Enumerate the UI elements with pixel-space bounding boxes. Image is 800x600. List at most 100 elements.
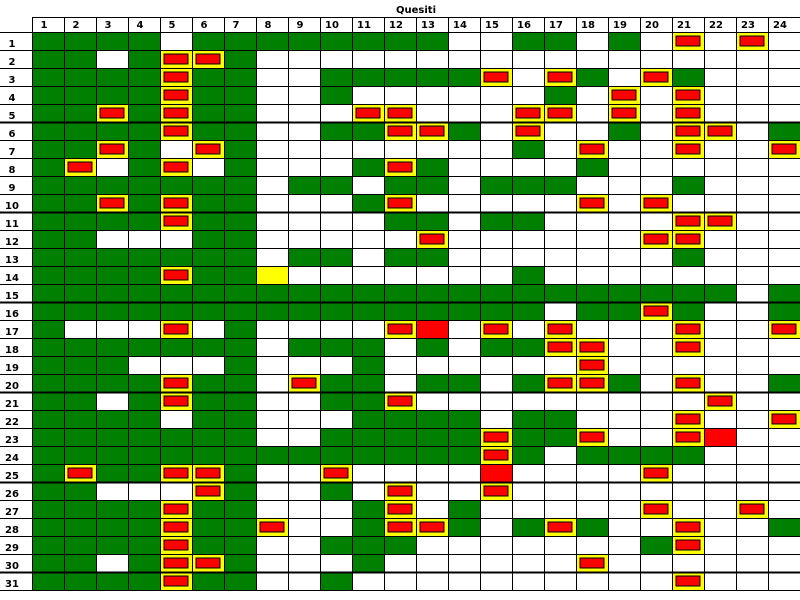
cell xyxy=(480,284,512,302)
cell xyxy=(736,446,768,464)
cell xyxy=(192,572,224,590)
cell xyxy=(512,482,544,500)
cell xyxy=(672,482,704,500)
cell xyxy=(768,266,800,284)
cell xyxy=(320,86,352,104)
cell xyxy=(640,392,672,410)
cell xyxy=(768,230,800,248)
cell xyxy=(544,554,576,572)
cell xyxy=(384,554,416,572)
cell xyxy=(224,464,256,482)
cell xyxy=(608,572,640,590)
cell xyxy=(704,176,736,194)
cell xyxy=(288,50,320,68)
cell-highlight-inner xyxy=(675,323,701,335)
cell xyxy=(608,392,640,410)
cell xyxy=(320,158,352,176)
cell xyxy=(288,122,320,140)
cell xyxy=(768,302,800,320)
cell xyxy=(352,158,384,176)
cell xyxy=(736,158,768,176)
cell xyxy=(256,158,288,176)
cell xyxy=(384,266,416,284)
cell-highlight-inner xyxy=(579,197,605,209)
cell xyxy=(384,68,416,86)
cell xyxy=(320,140,352,158)
cell xyxy=(576,230,608,248)
cell xyxy=(352,320,384,338)
cell xyxy=(352,374,384,392)
cell-highlight-inner xyxy=(163,71,189,83)
cell xyxy=(128,176,160,194)
cell xyxy=(320,194,352,212)
cell xyxy=(672,266,704,284)
cell xyxy=(736,266,768,284)
cell xyxy=(224,284,256,302)
row-label: 7 xyxy=(9,147,16,158)
column-label: 2 xyxy=(73,20,80,31)
cell xyxy=(64,32,96,50)
cell xyxy=(576,50,608,68)
cell xyxy=(768,464,800,482)
cell xyxy=(256,374,288,392)
cell xyxy=(672,158,704,176)
cell xyxy=(256,446,288,464)
cell xyxy=(320,500,352,518)
cell xyxy=(608,140,640,158)
column-label: 17 xyxy=(549,20,563,31)
cell xyxy=(64,230,96,248)
cell xyxy=(416,320,448,338)
cell xyxy=(384,284,416,302)
cell xyxy=(128,230,160,248)
cell xyxy=(352,284,384,302)
cell xyxy=(96,374,128,392)
cell-highlight-inner xyxy=(483,323,509,335)
cell-highlight-inner xyxy=(675,215,701,227)
cell xyxy=(480,500,512,518)
cell xyxy=(608,482,640,500)
cell xyxy=(544,32,576,50)
cell xyxy=(64,518,96,536)
cell xyxy=(608,122,640,140)
cell xyxy=(768,392,800,410)
cell-highlight-inner xyxy=(355,107,381,119)
cell xyxy=(352,482,384,500)
cell xyxy=(704,104,736,122)
column-label: 1 xyxy=(41,20,48,31)
cell xyxy=(704,320,736,338)
cell xyxy=(736,428,768,446)
cell xyxy=(64,338,96,356)
cell xyxy=(544,194,576,212)
cell xyxy=(416,68,448,86)
row-label: 20 xyxy=(5,381,19,392)
cell xyxy=(640,176,672,194)
cell xyxy=(736,104,768,122)
cell xyxy=(192,302,224,320)
cell xyxy=(384,176,416,194)
cell xyxy=(288,176,320,194)
cell xyxy=(544,464,576,482)
cell xyxy=(32,32,64,50)
cell xyxy=(704,500,736,518)
cell xyxy=(256,554,288,572)
cell xyxy=(672,50,704,68)
cell xyxy=(448,140,480,158)
cell-highlight-inner xyxy=(579,377,605,389)
cell xyxy=(224,104,256,122)
column-label: 9 xyxy=(297,20,304,31)
row-label: 13 xyxy=(5,255,19,266)
cell xyxy=(256,194,288,212)
cell xyxy=(768,374,800,392)
cell xyxy=(224,554,256,572)
cell xyxy=(192,320,224,338)
cell xyxy=(288,554,320,572)
cell xyxy=(608,212,640,230)
cell-highlight-inner xyxy=(675,539,701,551)
cell xyxy=(32,284,64,302)
cell xyxy=(768,572,800,590)
row-label: 30 xyxy=(5,561,19,572)
cell xyxy=(128,464,160,482)
cell xyxy=(32,248,64,266)
cell-highlight-inner xyxy=(771,323,797,335)
